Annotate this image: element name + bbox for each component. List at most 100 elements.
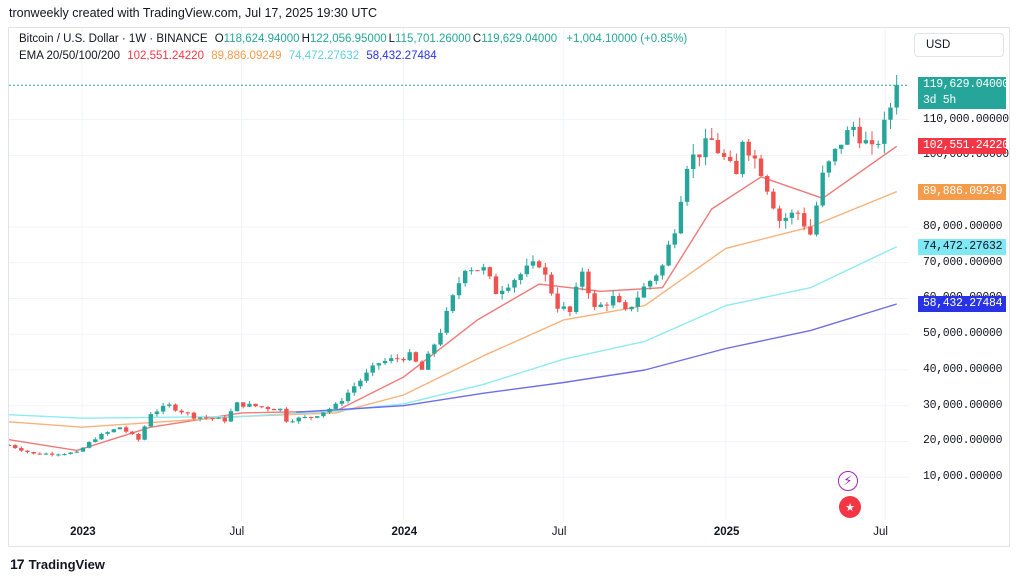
price-tick-label: 70,000.00000 <box>923 255 1003 269</box>
candle-body <box>444 310 449 333</box>
candle-body <box>493 276 499 295</box>
candle-body <box>623 302 628 310</box>
candle-body <box>536 261 542 268</box>
currency-button[interactable]: USD <box>914 33 1004 57</box>
candle-body <box>752 155 758 159</box>
candle-body <box>247 403 252 407</box>
ema-legend[interactable]: EMA 20/50/100/200 102,551.24220 89,886.0… <box>19 50 441 62</box>
candle-body <box>678 201 684 234</box>
candle-body <box>352 386 357 393</box>
candle-body <box>438 332 443 345</box>
candle-body <box>382 361 388 364</box>
candle-body <box>111 429 116 433</box>
time-tick-label: Jul <box>229 526 245 538</box>
candle-body <box>86 442 92 448</box>
candle-body <box>290 421 295 423</box>
ema20-value: 102,551.24220 <box>127 50 204 62</box>
candle-body <box>308 416 314 418</box>
candle-body <box>635 297 640 307</box>
tradingview-logo[interactable]: 17 TradingView <box>10 556 105 572</box>
candle-body <box>99 433 104 440</box>
candle-body <box>253 403 258 407</box>
candle-body <box>709 138 714 140</box>
price-chart[interactable] <box>9 28 1010 547</box>
candle-body <box>130 431 135 434</box>
chart-panel[interactable]: Bitcoin / U.S. Dollar · 1W · BINANCE O11… <box>8 27 1010 547</box>
candle-body <box>9 445 12 447</box>
price-badge-value: 58,432.27484 <box>923 297 1003 311</box>
candle-body <box>117 427 123 430</box>
candle-body <box>450 295 456 311</box>
candle-body <box>604 304 610 306</box>
candle-body <box>142 426 147 440</box>
candle-body <box>592 293 597 307</box>
candle-body <box>691 154 696 170</box>
candle-body <box>462 270 468 284</box>
candle-body <box>56 454 61 456</box>
candle-body <box>364 372 369 381</box>
candle-body <box>567 306 573 312</box>
candle-body <box>216 417 221 419</box>
price-tick-label: 20,000.00000 <box>923 434 1003 448</box>
ohlc-o: O118,624.94000 <box>215 33 300 45</box>
price-tick-label: 40,000.00000 <box>923 362 1003 376</box>
ema-line-ema200 <box>296 303 897 413</box>
candle-body <box>68 452 73 455</box>
tradingview-icon: 17 <box>10 556 25 572</box>
ohlc-value: 118,624.94000 <box>223 33 300 45</box>
candle-body <box>487 267 493 277</box>
ohlc-c: C119,629.04000 <box>473 33 557 45</box>
time-tick-label: 2024 <box>391 526 418 538</box>
time-tick-label: 2023 <box>70 526 96 538</box>
ema200-value: 58,432.27484 <box>366 50 437 62</box>
candle-body <box>456 283 462 296</box>
candle-body <box>204 417 209 419</box>
candle-body <box>512 280 517 288</box>
flash-icon[interactable]: ⚡ <box>838 471 858 491</box>
candle-body <box>832 148 838 162</box>
candle-body <box>315 416 320 418</box>
candle-body <box>617 295 622 303</box>
candle-body <box>783 217 788 221</box>
candle-body <box>265 407 271 410</box>
candle-body <box>179 410 184 413</box>
candle-body <box>814 205 819 235</box>
candle-body <box>123 427 129 432</box>
candle-body <box>838 144 844 149</box>
candle-body <box>93 439 98 443</box>
candle-body <box>715 139 721 154</box>
us-flag-icon[interactable]: ★ <box>839 496 861 518</box>
ohlc-h: H122,056.95000 <box>302 33 387 45</box>
candle-body <box>296 417 301 422</box>
candle-body <box>475 270 480 272</box>
candle-body <box>721 153 727 157</box>
ema-line-ema100 <box>9 246 898 419</box>
ema-title: EMA 20/50/100/200 <box>19 50 121 62</box>
candle-body <box>395 358 400 360</box>
price-badge-value: 102,551.24220 <box>923 139 1009 153</box>
candle-body <box>826 161 832 173</box>
candle-body <box>647 280 653 287</box>
candle-body <box>777 208 782 221</box>
candle-body <box>875 143 881 145</box>
candle-body <box>894 85 899 108</box>
candle-body <box>148 414 153 427</box>
price-tick-label: 50,000.00000 <box>923 327 1003 341</box>
candle-body <box>321 412 326 417</box>
candle-body <box>555 293 560 309</box>
candle-body <box>863 140 869 144</box>
candle-body <box>481 267 486 271</box>
candle-body <box>524 265 530 275</box>
price-tick-label: 80,000.00000 <box>923 219 1003 233</box>
candle-body <box>241 402 246 407</box>
candle-body <box>728 156 733 161</box>
symbol-title[interactable]: Bitcoin / U.S. Dollar · 1W · BINANCE <box>19 33 208 45</box>
candle-body <box>191 412 197 419</box>
candle-body <box>660 265 665 276</box>
candle-body <box>432 344 437 354</box>
candle-body <box>586 271 591 294</box>
candle-body <box>506 287 511 291</box>
candle-body <box>284 408 289 422</box>
candle-body <box>136 433 141 440</box>
candle-body <box>407 352 412 361</box>
